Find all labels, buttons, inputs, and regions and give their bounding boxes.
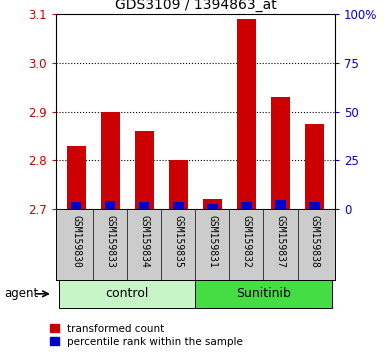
Bar [271,97,290,209]
Text: agent: agent [4,287,38,300]
Text: GSM159830: GSM159830 [71,215,81,267]
Bar [59,280,196,308]
Bar [173,202,184,209]
Bar [310,202,320,209]
Bar [135,131,154,209]
Bar [241,202,251,209]
Text: GSM159837: GSM159837 [276,215,286,267]
Bar [71,202,81,209]
Bar [169,160,188,209]
Bar [207,204,218,209]
Legend: transformed count, percentile rank within the sample: transformed count, percentile rank withi… [48,321,245,349]
Text: GSM159833: GSM159833 [105,215,115,267]
Bar [237,19,256,209]
Text: control: control [105,287,149,300]
Bar [196,280,331,308]
Bar [139,202,149,209]
Text: GSM159838: GSM159838 [310,215,320,267]
Text: GSM159834: GSM159834 [139,215,149,267]
Text: GSM159831: GSM159831 [208,215,218,267]
Bar [67,145,85,209]
Bar [101,112,120,209]
Bar [203,199,222,209]
Text: Sunitinib: Sunitinib [236,287,291,300]
Bar [275,200,286,209]
Title: GDS3109 / 1394863_at: GDS3109 / 1394863_at [114,0,276,12]
Bar [305,124,324,209]
Text: GSM159832: GSM159832 [241,215,251,267]
Text: GSM159835: GSM159835 [173,215,183,267]
Bar [105,201,115,209]
